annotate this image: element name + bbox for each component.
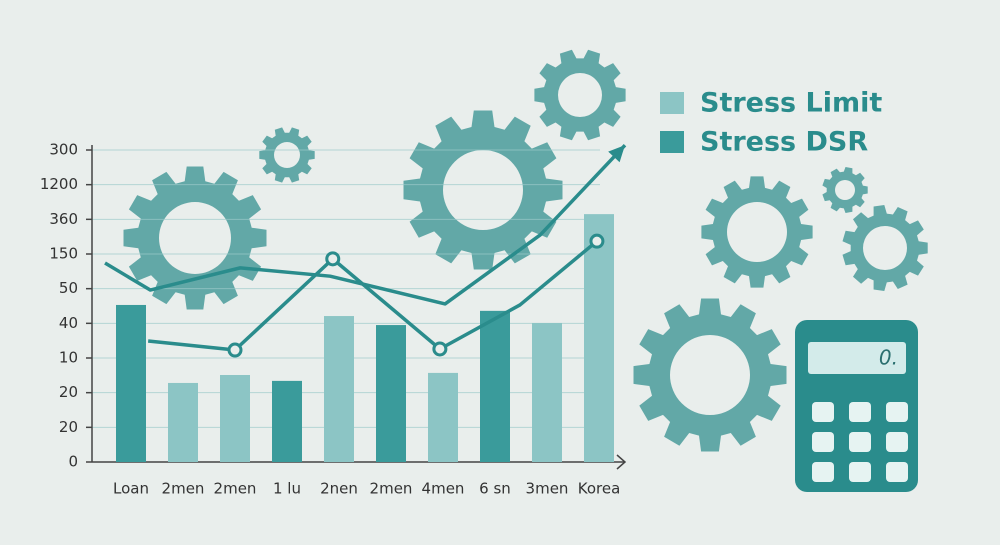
bar [168, 382, 198, 462]
x-tick-label: 1 lu [273, 480, 301, 498]
x-tick-label: 4men [422, 480, 465, 498]
y-tick-label: 0 [68, 453, 78, 471]
y-tick-label: 40 [59, 314, 78, 332]
legend-label: Stress DSR [700, 127, 868, 158]
x-tick-label: 2men [162, 480, 205, 498]
bar [376, 325, 406, 462]
bar [532, 322, 562, 462]
x-tick-label: 6 sn [479, 480, 511, 498]
trend-line [147, 239, 599, 352]
gear [822, 167, 868, 213]
bar [584, 214, 614, 462]
bar [220, 374, 250, 462]
calculator-screen [808, 342, 906, 374]
x-tick-label: 2men [214, 480, 257, 498]
gear [701, 176, 813, 288]
legend-label: Stress Limit [700, 88, 882, 119]
bar [324, 316, 354, 462]
calculator-button [886, 432, 908, 452]
gear [123, 166, 267, 310]
y-tick-label: 360 [49, 210, 78, 228]
line-marker [325, 251, 341, 267]
gear [534, 49, 626, 141]
calculator: 0. [795, 320, 918, 492]
line-marker [227, 342, 243, 358]
y-tick-label: 300 [49, 141, 78, 159]
bar [428, 372, 458, 462]
x-axis-arrow [616, 454, 627, 470]
line-marker [589, 233, 605, 249]
calculator-button [812, 432, 834, 452]
y-tick-label: 20 [59, 383, 78, 401]
calculator-button [849, 462, 871, 482]
gear [842, 205, 928, 291]
arrow-head [608, 145, 625, 163]
calculator-button [849, 432, 871, 452]
y-tick-label: 150 [49, 245, 78, 263]
bar [116, 304, 146, 462]
x-tick-label: 2men [370, 480, 413, 498]
gear [259, 127, 315, 183]
bar [480, 310, 510, 462]
calculator-button [886, 462, 908, 482]
calculator-button [812, 402, 834, 422]
calculator-button [849, 402, 871, 422]
line-marker [432, 341, 448, 357]
x-tick-label: Loan [113, 480, 149, 498]
trend-line [104, 143, 627, 306]
y-tick-label: 1200 [40, 175, 78, 193]
y-tick-label: 20 [59, 418, 78, 436]
x-tick-label: 3men [526, 480, 569, 498]
gear [633, 298, 787, 452]
y-tick-label: 50 [59, 279, 78, 297]
y-tick-label: 10 [59, 349, 78, 367]
x-tick-label: 2nen [320, 480, 358, 498]
legend-swatch [660, 131, 684, 153]
calculator-display: 0. [879, 346, 898, 370]
calculator-button [886, 402, 908, 422]
calculator-button [812, 462, 834, 482]
bar [272, 380, 302, 462]
x-tick-label: Korea [578, 480, 621, 498]
legend-swatch [660, 92, 684, 114]
